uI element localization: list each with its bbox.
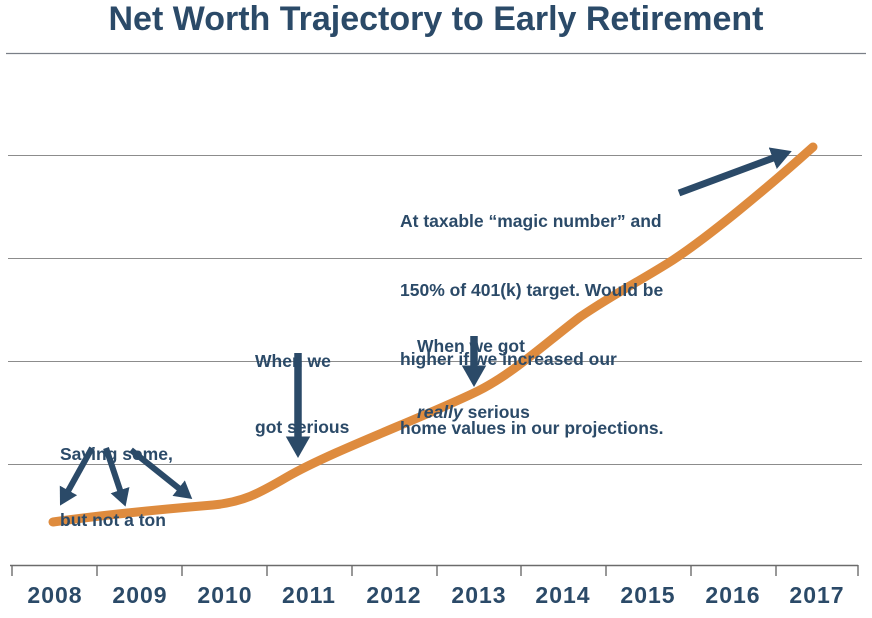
annotation-saving: Saving some, but not a ton: [60, 399, 173, 575]
annotation-peak-line4: home values in our projections.: [400, 418, 664, 438]
annotation-really-line1: When we got: [417, 336, 525, 356]
x-axis: [10, 564, 859, 576]
x-axis-label-2010: 2010: [197, 582, 253, 608]
peak-arrow: [677, 147, 792, 197]
chart-title: Net Worth Trajectory to Early Retirement: [108, 0, 764, 38]
annotation-serious-line1: When we: [255, 351, 331, 371]
annotation-serious: When we got serious: [255, 306, 349, 482]
annotation-really-line2: really serious: [417, 401, 530, 423]
annotation-really-italic-word: really: [417, 402, 463, 422]
saving-arrow-left: [59, 446, 95, 506]
x-axis-label-2016: 2016: [705, 582, 761, 608]
annotation-serious-line2: got serious: [255, 417, 350, 437]
saving-arrow-middle: [103, 447, 130, 507]
x-axis-label-2008: 2008: [27, 582, 83, 608]
x-axis-label-2017: 2017: [789, 582, 845, 608]
annotation-really-line2-rest: serious: [462, 402, 530, 422]
annotation-peak-line1: At taxable “magic number” and: [400, 211, 662, 231]
annotation-saving-line2: but not a ton: [60, 510, 166, 530]
x-axis-label-2014: 2014: [535, 582, 591, 608]
networth-line: [48, 142, 818, 527]
x-axis-label-2013: 2013: [451, 582, 507, 608]
annotation-peak-line2: 150% of 401(k) target. Would be: [400, 280, 664, 300]
annotation-really-serious: When we got really serious: [417, 291, 530, 467]
annotation-arrows: [59, 147, 792, 507]
annotation-peak: At taxable “magic number” and 150% of 40…: [400, 164, 664, 486]
x-axis-label-2011: 2011: [282, 582, 336, 608]
annotation-peak-line3: higher if we increased our: [400, 349, 617, 369]
saving-arrow-right: [129, 447, 193, 499]
x-axis-label-2015: 2015: [620, 582, 676, 608]
annotation-saving-line1: Saving some,: [60, 444, 173, 464]
x-axis-label-2012: 2012: [366, 582, 422, 608]
x-axis-label-2009: 2009: [112, 582, 168, 608]
